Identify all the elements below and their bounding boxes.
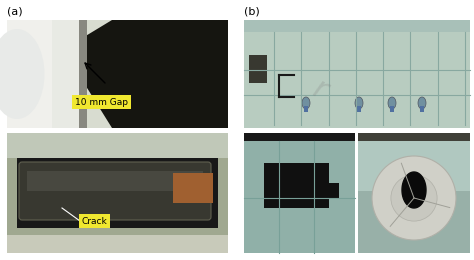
Bar <box>7 133 228 158</box>
Bar <box>304 106 308 112</box>
Bar <box>244 133 355 141</box>
Text: 10 mm Gap: 10 mm Gap <box>75 98 128 107</box>
Bar <box>249 55 267 83</box>
Text: r: r <box>308 74 332 106</box>
Bar <box>358 133 470 141</box>
Bar <box>82 20 122 128</box>
Ellipse shape <box>355 97 363 109</box>
Bar <box>7 20 87 128</box>
Bar <box>390 106 394 112</box>
Text: (b): (b) <box>244 6 260 16</box>
Bar <box>244 133 355 253</box>
Bar <box>79 20 87 128</box>
Bar <box>7 20 52 128</box>
Ellipse shape <box>418 97 426 109</box>
Ellipse shape <box>0 29 45 119</box>
Bar <box>7 133 228 253</box>
Bar <box>357 106 361 112</box>
Bar <box>27 171 203 191</box>
Bar <box>244 20 470 32</box>
FancyBboxPatch shape <box>19 162 211 220</box>
Bar <box>7 20 228 128</box>
Circle shape <box>372 156 456 240</box>
Bar <box>244 20 470 128</box>
Bar <box>17 158 218 228</box>
Bar <box>264 163 329 208</box>
Ellipse shape <box>302 97 310 109</box>
Text: Crack: Crack <box>82 217 108 225</box>
Circle shape <box>391 175 437 221</box>
Bar <box>358 133 470 253</box>
Polygon shape <box>79 20 228 128</box>
Bar <box>420 106 424 112</box>
Bar <box>7 235 228 253</box>
Text: (a): (a) <box>7 6 23 16</box>
Bar <box>358 141 470 191</box>
Bar <box>314 183 339 198</box>
Bar <box>173 173 213 203</box>
Ellipse shape <box>388 97 396 109</box>
Polygon shape <box>402 172 426 208</box>
